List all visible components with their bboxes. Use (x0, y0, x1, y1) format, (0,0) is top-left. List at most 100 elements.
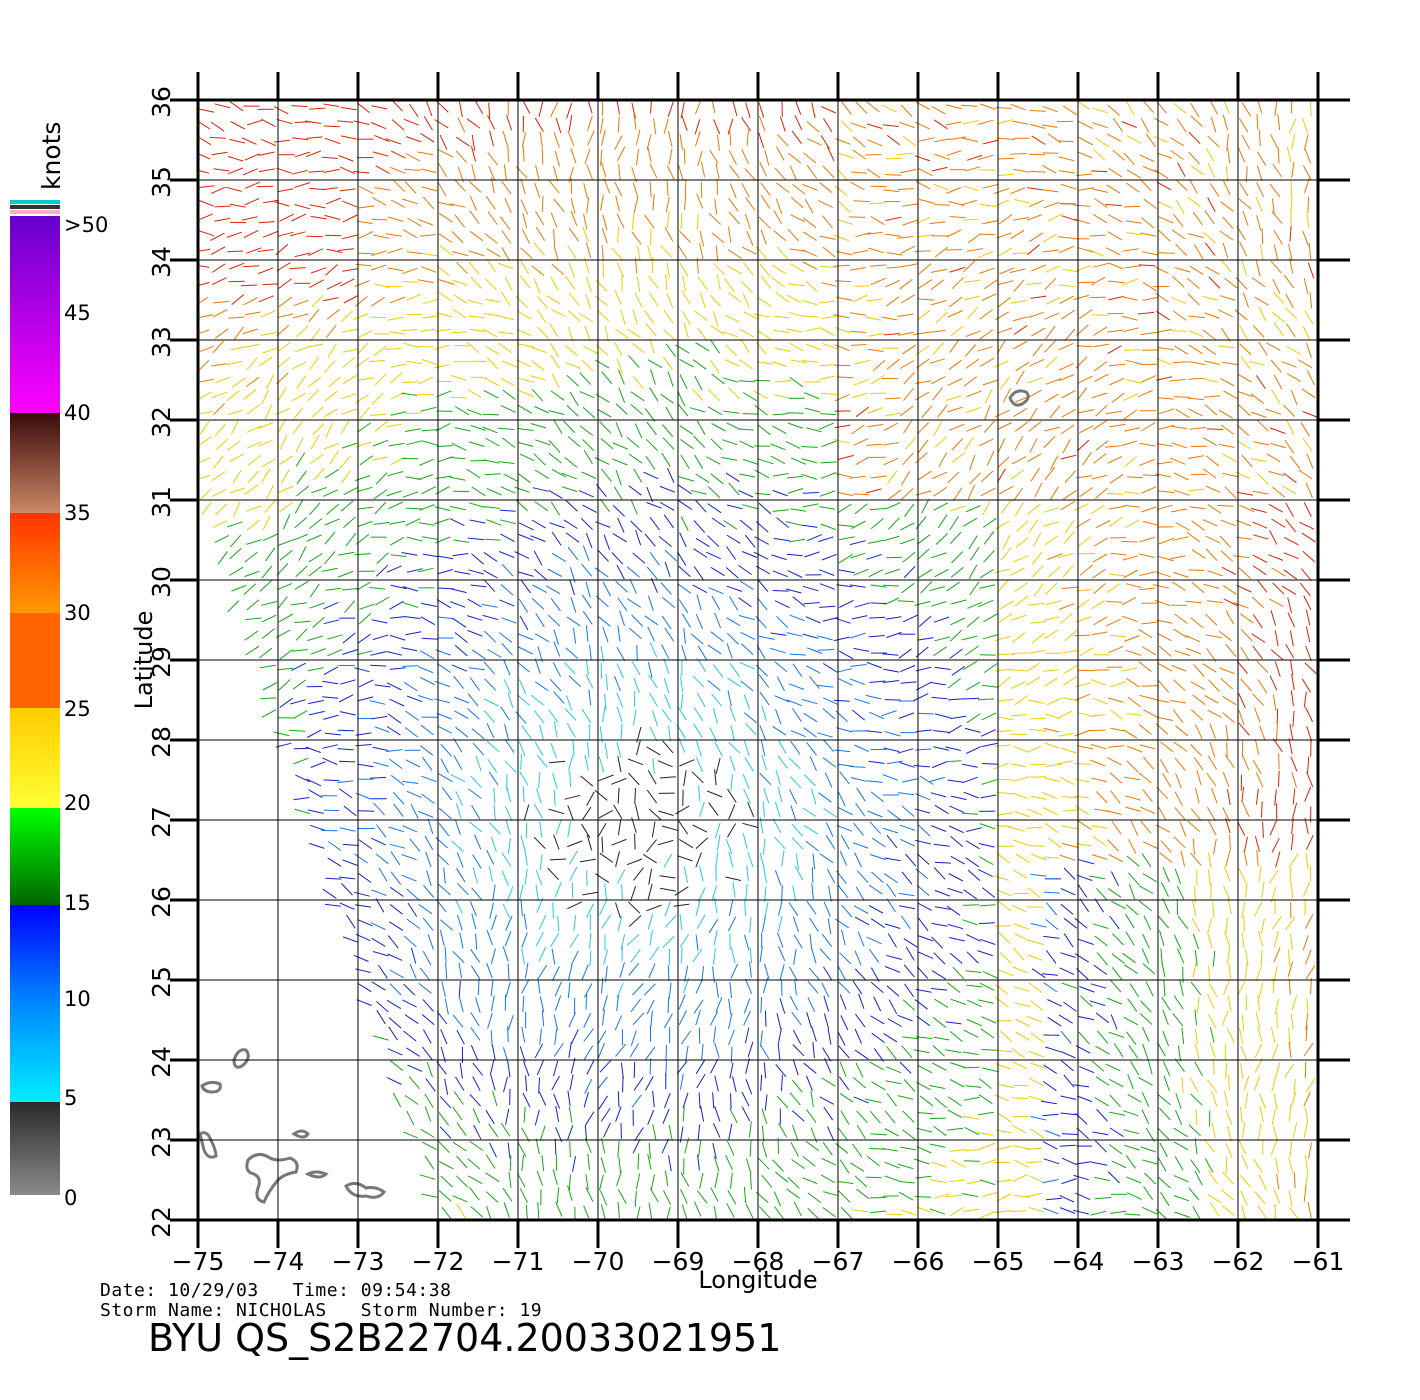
wind-vector (979, 309, 994, 320)
wind-vector (573, 915, 577, 932)
wind-vector (665, 406, 675, 421)
wind-vector (757, 1157, 770, 1170)
wind-vector (230, 419, 239, 435)
wind-vector (837, 884, 849, 899)
wind-vector (581, 471, 597, 480)
wind-vector (901, 778, 918, 783)
wind-vector (681, 1204, 688, 1220)
wind-vector (869, 1061, 884, 1071)
wind-vector (388, 758, 403, 769)
wind-vector (604, 325, 609, 342)
wind-vector (469, 210, 480, 224)
wind-vector (802, 503, 819, 508)
wind-vector (444, 998, 449, 1015)
wind-vector (515, 711, 527, 724)
wind-vector (982, 1191, 999, 1197)
wind-vector (436, 599, 452, 609)
wind-vector (732, 881, 736, 898)
wind-vector (261, 458, 276, 468)
wind-vector (1274, 630, 1279, 647)
x-tick-label: −70 (572, 1247, 625, 1276)
wind-vector (1226, 1028, 1235, 1044)
wind-vector (261, 614, 277, 623)
wind-vector (474, 834, 482, 850)
wind-vector (962, 1115, 979, 1120)
wind-vector (585, 659, 590, 676)
wind-vector (1289, 659, 1294, 676)
wind-vector (728, 804, 736, 820)
wind-vector (1223, 866, 1231, 882)
wind-vector (617, 787, 620, 804)
wind-vector (728, 900, 734, 917)
wind-vector (1270, 1027, 1276, 1043)
wind-vector (324, 137, 341, 145)
wind-vector (308, 170, 325, 173)
wind-vector (210, 186, 226, 195)
wind-vector (1206, 600, 1223, 604)
wind-vector (1094, 1176, 1111, 1182)
wind-vector (1122, 555, 1139, 561)
wind-vector (1234, 309, 1248, 321)
wind-vector (855, 886, 865, 902)
wind-vector (503, 473, 519, 482)
wind-vector (868, 333, 884, 337)
y-tick-label: 25 (147, 966, 176, 998)
wind-vector (342, 268, 359, 272)
wind-vector (917, 309, 931, 321)
wind-vector (838, 1076, 850, 1091)
wind-vector (632, 1138, 641, 1154)
wind-vector (820, 135, 830, 150)
wind-vector (902, 1110, 915, 1123)
wind-vector (678, 165, 684, 182)
wind-vector (486, 258, 497, 273)
wind-vector (759, 635, 775, 640)
wind-vector (291, 662, 306, 672)
wind-vector (425, 1078, 436, 1092)
wind-vector (1121, 667, 1138, 672)
wind-vector (1252, 554, 1268, 563)
wind-vector (634, 1190, 637, 1207)
wind-vector (244, 551, 258, 563)
wind-vector (803, 1062, 817, 1074)
wind-vector (1285, 307, 1298, 320)
wind-vector (468, 315, 485, 319)
wind-vector (966, 154, 983, 161)
wind-vector (342, 356, 356, 369)
wind-vector (762, 801, 765, 818)
wind-vector (1044, 340, 1056, 353)
wind-vector (1265, 408, 1281, 415)
wind-vector (614, 675, 621, 692)
wind-vector (803, 712, 818, 723)
wind-vector (1061, 982, 1078, 989)
wind-vector (821, 1157, 837, 1166)
wind-vector (277, 357, 291, 369)
wind-vector (1176, 898, 1179, 915)
wind-vector (406, 313, 423, 316)
wind-vector (1245, 949, 1249, 966)
wind-vector (1172, 275, 1185, 288)
wind-vector (1163, 980, 1166, 997)
wind-vector (353, 313, 369, 320)
wind-vector (885, 616, 902, 620)
wind-vector (855, 456, 870, 466)
wind-vector (948, 1096, 962, 1107)
wind-vector (341, 883, 353, 896)
wind-vector (1207, 570, 1223, 577)
wind-vector (934, 436, 948, 448)
wind-vector (1172, 361, 1189, 364)
wind-vector (1043, 249, 1060, 253)
wind-vector (1014, 1002, 1031, 1008)
wind-vector (853, 647, 870, 652)
wind-vector (1025, 1147, 1042, 1150)
wind-vector (1141, 217, 1155, 229)
wind-vector (699, 292, 706, 309)
wind-vector (567, 982, 571, 999)
wind-vector (1220, 201, 1234, 212)
wind-vector (964, 166, 981, 172)
wind-vector (1163, 1075, 1170, 1092)
wind-vector (850, 424, 865, 435)
wind-vector (226, 360, 243, 366)
wind-vector (1305, 1078, 1316, 1093)
wind-vector (776, 517, 790, 528)
wind-vector (1225, 1062, 1228, 1079)
